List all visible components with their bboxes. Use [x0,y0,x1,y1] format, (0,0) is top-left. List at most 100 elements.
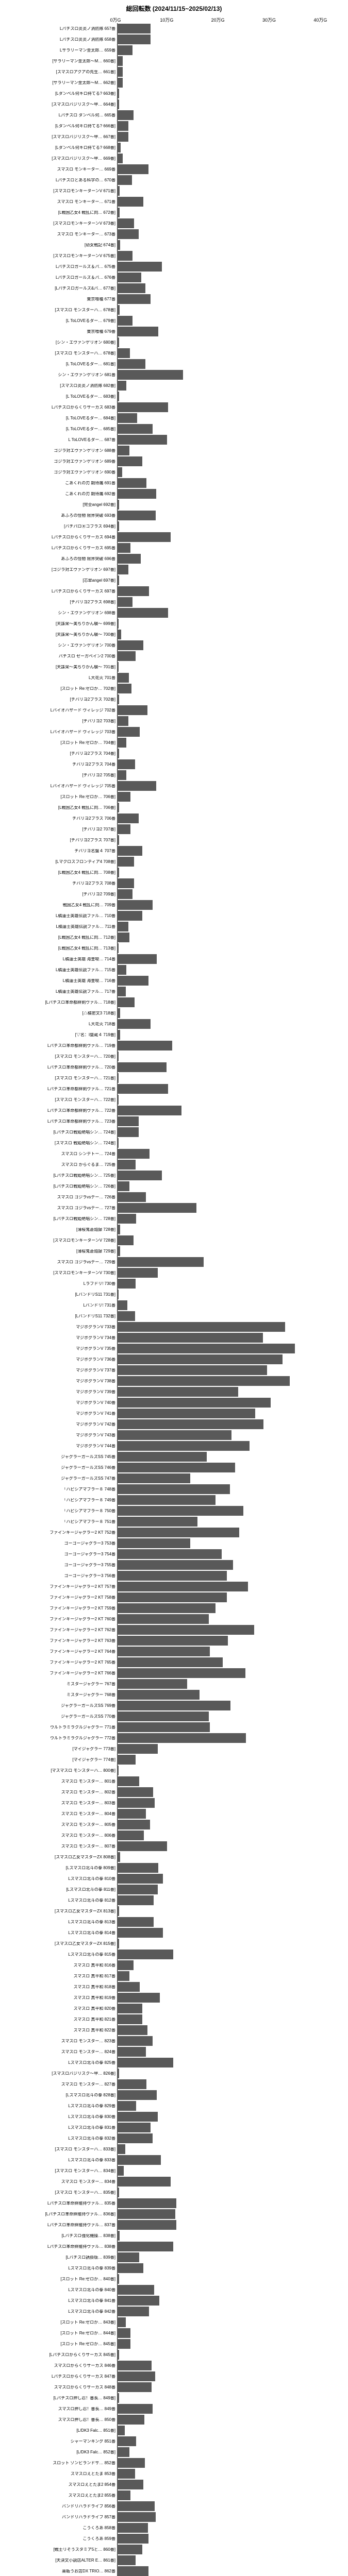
bar-label: スマスロ モンスター… 823番 [2,2039,117,2043]
bar-label: Lパチスロ革命絆維持ヴァル… 837番 [2,2223,117,2227]
bar-fill [117,965,126,975]
bar-row: L橘蓮士英雄伝説ファル… 711番 [2,921,346,932]
bar-track [117,1917,346,1927]
bar-row: [チバリヨ2 709番] [2,889,346,900]
bar-label: [L ToLOVEるダー… 681番] [2,362,117,366]
bar-fill [117,175,132,185]
bar-fill [117,1095,119,1105]
bar-fill [117,1993,160,2003]
bar-row: [天誅栄～美ちりかん験～ 701番] [2,662,346,672]
bar-row: バチスロ ゼーガペイン2 700番 [2,651,346,662]
bar-fill [117,24,151,33]
bar-track [117,1603,346,1614]
bar-row: ファインキージャグラー2 KT 760番 [2,1614,346,1624]
bar-label: 「ハピシアマブラー８ 751番 [2,1520,117,1524]
bar-track [117,229,346,240]
bar-row: Lスマスロ北斗の拳 840番 [2,2284,346,2295]
bar-fill [117,1030,120,1040]
bar-row: Lパチスロからくりサーカス 847番 [2,2371,346,2382]
bar-row: あふろの怪物 限界突破 696番 [2,553,346,564]
bar-row: ゴーゴージャグラー3 756番 [2,1570,346,1581]
bar-row: スマスロ ゴジラvsデー… 726番 [2,1192,346,1202]
bar-fill [117,1073,119,1083]
bar-fill [117,1387,238,1397]
bar-track [117,2522,346,2533]
bar-fill [117,1668,245,1678]
bar-fill [117,857,134,867]
bar-fill [117,1257,204,1267]
bar-track [117,2046,346,2057]
bar-track [117,2274,346,2284]
bar-fill [117,370,183,380]
bar-label: Lバイオハザード ヴィレッジ 703番 [2,730,117,734]
bar-fill [117,402,168,412]
bar-track [117,1127,346,1138]
bar-label: Lスマスロ北斗の拳 812番 [2,1899,117,1903]
bar-row: ファインキージャグラー2 KT 764番 [2,1646,346,1657]
bar-track [117,1981,346,1992]
bar-label: [L戦国乙女4 戦乱に閃… 713番] [2,946,117,951]
bar-track [117,1852,346,1862]
bar-row: Lスマスロ北斗の拳 833番 [2,2155,346,2165]
bar-row: Lスマスロ北斗の拳 832番 [2,2133,346,2144]
bar-label: Lバイオハザード ヴィレッジ 705番 [2,784,117,788]
bar-track [117,737,346,748]
bar-row: L橘蓮士英雄伝説ファル… 715番 [2,964,346,975]
bar-track [117,640,346,651]
bar-fill [117,1928,163,1938]
bar-row: [チバリヨ2プラス 698番] [2,597,346,607]
bar-track [117,2490,346,2501]
bar-track [117,56,346,66]
bar-track [117,2414,346,2425]
bar-row: [Lスマスロ北斗の拳 828番] [2,2090,346,2100]
bar-row: スマスロからくりサーカス 848番 [2,2382,346,2393]
bar-track [117,1668,346,1679]
bar-track [117,88,346,99]
bar-fill [117,1376,290,1386]
bar-fill [117,1506,243,1516]
bar-fill [117,1052,119,1061]
bar-track [117,1019,346,1029]
bar-track [117,337,346,348]
bar-fill [117,2285,154,2295]
bar-fill [117,749,119,758]
bar-row: スマスロ 真平和 816番 [2,1960,346,1971]
bar-track [117,943,346,954]
bar-label: チバリヨ2プラス 706番 [2,817,117,821]
bar-track [117,921,346,932]
bar-row: [Lパチスロ革命絆維持ヴァル… 836番] [2,2209,346,2219]
bar-label: [スマスロモンキーターンV 728番] [2,1239,117,1243]
bar-row: [マイジャグラー 773番] [2,1743,346,1754]
bar-fill [117,2188,119,2197]
bar-row: Lパチスロからくりサーカス 683番 [2,402,346,413]
bar-fill [117,197,143,207]
bar-track [117,1181,346,1192]
bar-track [117,380,346,391]
bar-label: マジボグランV 736番 [2,1358,117,1362]
bar-label: [スマスロバジリスク～甲… 669番] [2,157,117,161]
bar-label: [サラリーマン金太郎～M… 662番] [2,81,117,85]
bar-track [117,2306,346,2317]
bar-label: [サラリーマン金太郎～M… 660番] [2,59,117,63]
bar-row: [戦士リそうスタミア5と… 860番] [2,2544,346,2555]
bar-track [117,1332,346,1343]
bar-fill [117,511,156,520]
bar-track [117,1300,346,1311]
bar-label: Lパチスロからくりサーカス 694番 [2,535,117,539]
bar-row: [スマスロバジリスク～甲… 669番] [2,153,346,164]
bar-label: [スマスロ モンスターハ… 834番] [2,2169,117,2173]
bar-fill [117,1430,231,1440]
bar-track [117,813,346,824]
bar-fill [117,381,126,391]
bar-track [117,1073,346,1083]
bar-track [117,521,346,532]
bar-row: スマスロ モンスター… 804番 [2,1808,346,1819]
bar-track [117,1376,346,1386]
bar-label: スマスロ モンキーター… 669番 [2,167,117,172]
bar-fill [117,1971,129,1981]
bar-label: Lパチスロとある科学の… 670番 [2,178,117,182]
bar-track [117,153,346,164]
bar-label: [スロット Re:ゼロか… 845番] [2,2342,117,2346]
bar-track [117,845,346,856]
bar-fill [117,1246,120,1256]
